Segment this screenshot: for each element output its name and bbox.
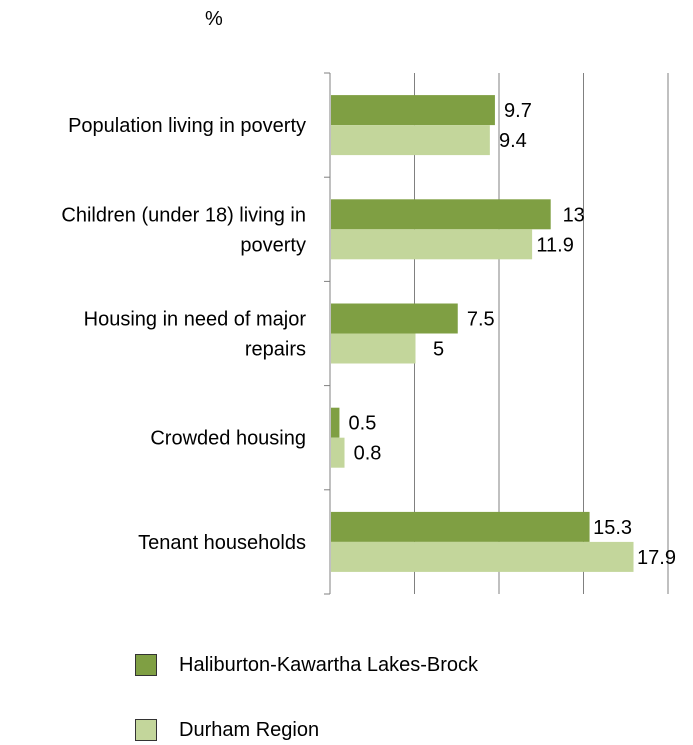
bar [331,511,590,542]
bar [331,541,634,572]
category-label: Crowded housing [150,428,306,450]
category-label: Housing in need of major [84,309,307,331]
bar-chart: Population living in poverty 9.7 9.4 Childr… [61,72,676,595]
bar [331,229,533,260]
category-label: poverty [240,234,306,256]
data-label: 15.3 [593,517,632,539]
category-label: Children (under 18) living in [61,204,306,226]
legend-swatch-durham [135,719,157,741]
bar [331,125,490,156]
data-label: 7.5 [467,309,495,331]
legend-label-haliburton: Haliburton-Kawartha Lakes-Brock [179,653,479,676]
data-label: 5 [433,339,444,361]
bar [331,95,495,126]
data-label: 9.4 [499,130,527,152]
data-label: 0.5 [349,413,377,435]
bar [331,437,345,468]
category-label: Tenant households [138,532,306,554]
unit-label: % [205,8,223,30]
category-label: repairs [245,339,306,361]
bar [331,199,551,230]
legend-label-durham: Durham Region [179,718,320,741]
bar [331,407,340,438]
data-label: 11.9 [536,234,573,256]
legend-item-durham: Durham Region [135,715,478,745]
legend-swatch-haliburton [135,654,157,676]
bar [331,333,416,364]
category-label: Population living in poverty [68,115,306,137]
legend-item-haliburton: Haliburton-Kawartha Lakes-Brock [135,650,478,680]
data-label: 0.8 [354,443,382,465]
bar [331,303,458,334]
data-label: 13 [563,204,585,226]
data-label: 9.7 [504,100,532,122]
legend: Haliburton-Kawartha Lakes-Brock Durham R… [135,650,478,745]
data-label: 17.9 [637,547,676,569]
